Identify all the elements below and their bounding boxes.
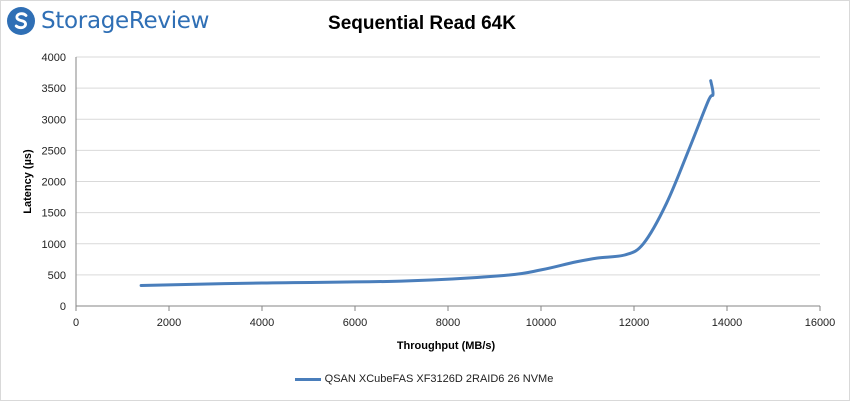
x-tick-label: 16000 bbox=[805, 317, 836, 329]
y-tick-label: 1000 bbox=[42, 239, 66, 251]
x-axis-title: Throughput (MB/s) bbox=[397, 340, 496, 352]
y-tick-label: 3000 bbox=[42, 114, 66, 126]
y-tick-label: 4000 bbox=[42, 52, 66, 64]
chart-title: Sequential Read 64K bbox=[0, 13, 848, 35]
y-tick-label: 2500 bbox=[42, 145, 66, 157]
brand-name: StorageReview bbox=[41, 8, 210, 34]
y-tick-label: 1500 bbox=[42, 208, 66, 220]
y-tick-label: 0 bbox=[60, 301, 66, 313]
legend-swatch bbox=[294, 377, 321, 381]
y-tick-label: 3500 bbox=[42, 83, 66, 95]
legend: QSAN XCubeFAS XF3126D 2RAID6 26 NVMe bbox=[0, 373, 848, 385]
x-tick-label: 6000 bbox=[343, 317, 367, 329]
x-tick-label: 12000 bbox=[619, 317, 650, 329]
x-tick-label: 8000 bbox=[436, 317, 460, 329]
legend-label: QSAN XCubeFAS XF3126D 2RAID6 26 NVMe bbox=[324, 373, 554, 385]
x-tick-label: 0 bbox=[73, 317, 79, 329]
x-tick-label: 10000 bbox=[526, 317, 557, 329]
brand-logo: StorageReview bbox=[6, 6, 209, 36]
x-tick-label: 4000 bbox=[250, 317, 274, 329]
series-line bbox=[139, 79, 715, 287]
y-axis-title: Latency (µs) bbox=[22, 149, 34, 214]
storagereview-logo-icon bbox=[7, 7, 35, 35]
chart-title-text: Sequential Read 64K bbox=[328, 13, 516, 34]
y-tick-label: 500 bbox=[48, 270, 66, 282]
x-tick-label: 14000 bbox=[712, 317, 743, 329]
y-tick-label: 2000 bbox=[42, 177, 66, 189]
x-tick-label: 2000 bbox=[157, 317, 181, 329]
